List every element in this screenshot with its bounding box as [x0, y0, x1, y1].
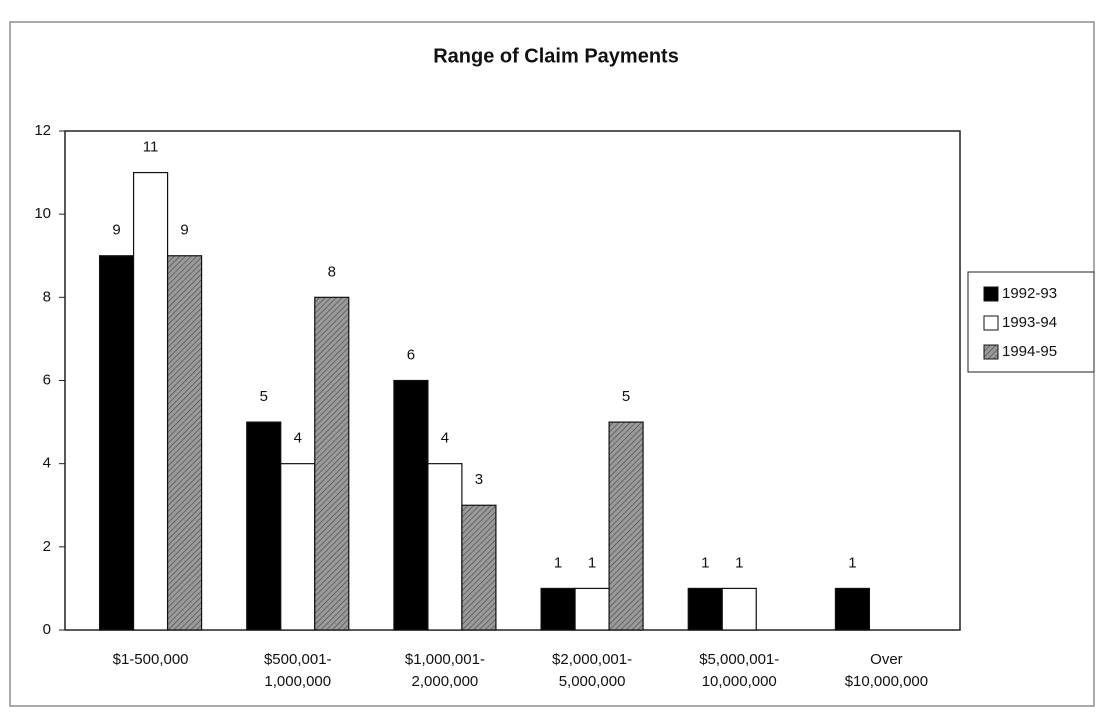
value-label: 6	[407, 346, 415, 363]
x-tick-label: $1-500,000	[113, 651, 189, 668]
bar	[166, 255, 203, 631]
value-label: 4	[441, 430, 449, 447]
y-tick-label: 2	[43, 538, 51, 555]
value-label: 1	[848, 554, 856, 571]
x-tick-label: $500,001-1,000,000	[264, 651, 332, 690]
bar	[574, 587, 610, 631]
bar	[721, 587, 757, 631]
bar	[280, 463, 316, 631]
legend-swatch	[983, 286, 999, 302]
legend-label: 1994-95	[1002, 343, 1057, 360]
y-tick-label: 12	[34, 122, 51, 139]
value-label: 8	[328, 263, 336, 280]
value-label: 1	[735, 554, 743, 571]
value-label: 9	[112, 222, 120, 239]
bar	[393, 379, 429, 631]
value-label: 11	[143, 139, 159, 156]
chart-title: Range of Claim Payments	[433, 45, 679, 67]
bar	[540, 587, 576, 631]
y-tick-label: 10	[34, 205, 51, 222]
x-tick-label: $5,000,001-10,000,000	[699, 651, 779, 690]
value-label: 5	[260, 388, 268, 405]
legend-swatch	[983, 344, 999, 360]
legend-label: 1993-94	[1002, 314, 1057, 331]
value-label: 1	[554, 554, 562, 571]
bar	[461, 504, 497, 631]
y-tick-label: 0	[43, 621, 51, 638]
value-label: 1	[588, 554, 596, 571]
bar	[98, 255, 135, 631]
bar	[132, 171, 169, 631]
y-tick-label: 4	[43, 455, 51, 472]
value-label: 5	[622, 388, 630, 405]
x-tick-label: $2,000,001-5,000,000	[552, 651, 632, 690]
bar	[687, 587, 723, 631]
bar	[608, 421, 644, 631]
legend-label: 1992-93	[1002, 285, 1057, 302]
bar	[314, 296, 350, 631]
value-label: 9	[180, 222, 188, 239]
bar	[246, 421, 282, 631]
bar	[427, 463, 463, 631]
bar	[834, 587, 871, 631]
x-tick-label: $1,000,001-2,000,000	[405, 651, 485, 690]
x-tick-label: Over $10,000,000	[845, 651, 928, 690]
value-label: 1	[701, 554, 709, 571]
y-tick-label: 8	[43, 288, 51, 305]
legend-swatch	[983, 315, 999, 331]
value-label: 3	[475, 471, 483, 488]
y-tick-label: 6	[43, 371, 51, 388]
value-label: 4	[294, 430, 302, 447]
